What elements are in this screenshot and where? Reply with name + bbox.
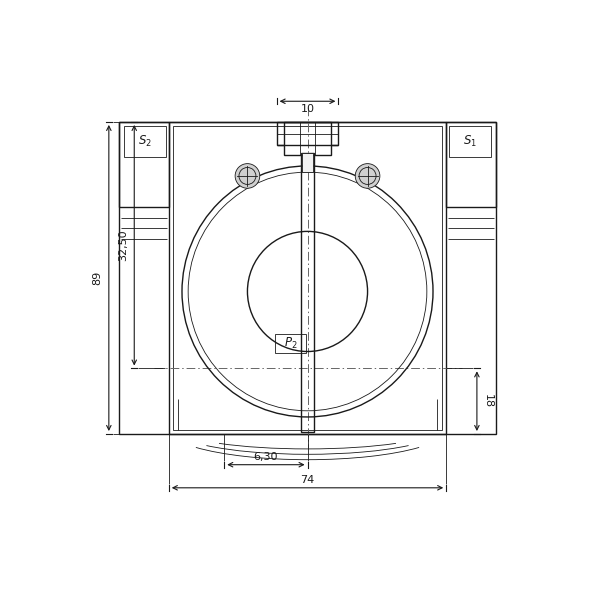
Text: 6,30: 6,30 — [254, 452, 278, 462]
Text: 32,50: 32,50 — [118, 229, 128, 261]
Text: 89: 89 — [92, 271, 102, 285]
Bar — [301, 153, 314, 433]
Text: $S_2$: $S_2$ — [138, 134, 152, 149]
Bar — [124, 126, 166, 157]
Bar — [449, 126, 491, 157]
Bar — [119, 122, 169, 207]
Bar — [169, 122, 446, 434]
Bar — [173, 126, 442, 430]
Text: 18: 18 — [482, 394, 493, 408]
Text: 74: 74 — [301, 475, 314, 485]
Bar — [284, 122, 331, 155]
Bar — [277, 122, 338, 145]
Bar — [119, 122, 496, 434]
Bar — [302, 153, 313, 172]
Circle shape — [355, 164, 380, 188]
Text: $P_2$: $P_2$ — [284, 336, 298, 351]
Circle shape — [235, 164, 260, 188]
Text: $S_1$: $S_1$ — [463, 134, 477, 149]
Bar — [275, 334, 306, 353]
Bar — [446, 122, 496, 207]
Text: 10: 10 — [301, 104, 314, 114]
